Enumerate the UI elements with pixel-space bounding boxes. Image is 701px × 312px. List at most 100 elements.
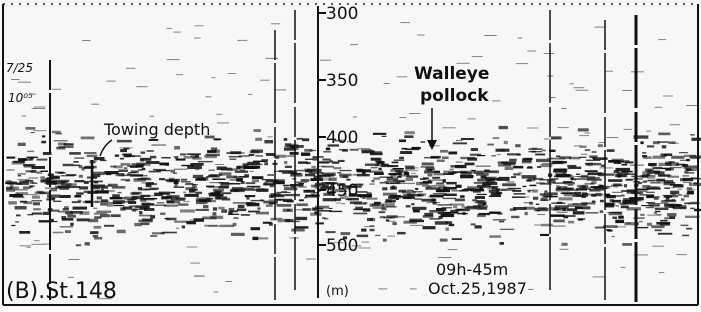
noise-mark xyxy=(190,263,199,264)
echo-mark xyxy=(301,153,310,156)
noise-mark xyxy=(217,122,229,123)
echo-mark xyxy=(386,206,397,207)
echo-mark xyxy=(429,218,440,220)
echo-mark xyxy=(449,224,455,226)
echo-mark xyxy=(386,183,400,184)
echo-mark xyxy=(32,200,42,201)
echo-mark xyxy=(523,186,527,187)
echo-mark xyxy=(339,170,351,171)
echo-mark xyxy=(85,242,90,245)
noise-mark xyxy=(190,220,203,221)
echo-mark xyxy=(582,206,590,209)
echo-mark xyxy=(665,205,676,208)
echo-mark xyxy=(32,196,40,199)
echo-mark xyxy=(33,202,40,205)
echo-mark xyxy=(574,192,581,195)
echo-mark xyxy=(455,185,461,188)
noise-mark xyxy=(676,254,686,255)
echo-mark xyxy=(28,177,38,178)
echo-mark xyxy=(411,203,414,205)
echo-mark xyxy=(537,214,545,215)
echo-mark xyxy=(18,143,26,146)
echo-mark xyxy=(511,216,519,218)
echo-mark xyxy=(221,209,227,213)
echo-mark xyxy=(529,151,543,152)
echo-mark xyxy=(479,208,484,209)
echo-mark xyxy=(388,196,396,199)
echo-mark xyxy=(666,197,670,199)
echo-mark xyxy=(648,163,657,166)
echo-mark xyxy=(234,176,246,178)
echo-mark xyxy=(496,149,510,152)
echo-mark xyxy=(446,221,453,224)
depth-tick-label: 400 xyxy=(326,128,358,148)
echo-mark xyxy=(195,192,202,194)
echo-mark xyxy=(249,154,255,156)
echo-mark xyxy=(176,159,186,161)
echo-mark xyxy=(252,187,260,188)
noise-mark xyxy=(320,60,331,61)
echo-mark xyxy=(484,170,489,173)
echo-mark xyxy=(341,232,351,235)
echo-mark xyxy=(7,169,15,170)
echo-mark xyxy=(433,173,444,175)
echo-mark xyxy=(246,182,256,184)
echo-mark xyxy=(360,196,372,198)
noise-mark xyxy=(362,242,369,243)
echo-mark xyxy=(438,190,444,192)
echo-mark xyxy=(382,187,387,190)
noise-mark xyxy=(528,289,534,290)
echo-mark xyxy=(544,191,547,193)
echo-mark xyxy=(212,179,225,181)
echo-mark xyxy=(249,171,254,172)
echo-mark xyxy=(170,170,175,173)
echo-mark xyxy=(504,141,508,144)
echo-mark xyxy=(664,154,672,156)
echo-mark xyxy=(291,229,304,232)
echo-mark xyxy=(443,187,457,190)
echo-mark xyxy=(237,208,246,211)
echo-mark xyxy=(8,201,16,204)
species-label: Walleye xyxy=(414,64,489,84)
echo-mark xyxy=(63,164,74,166)
echo-mark xyxy=(437,204,452,205)
echo-mark xyxy=(440,150,448,153)
echo-mark xyxy=(204,225,217,227)
echo-mark xyxy=(74,157,84,159)
echo-mark xyxy=(285,143,291,146)
echo-mark xyxy=(449,169,454,170)
noise-mark xyxy=(438,257,451,258)
echo-mark xyxy=(152,144,166,146)
noise-mark xyxy=(194,276,204,277)
echo-mark xyxy=(93,208,97,209)
echo-mark xyxy=(74,165,80,167)
echo-mark xyxy=(255,138,262,141)
echo-mark xyxy=(59,186,69,189)
echo-mark xyxy=(624,184,627,187)
echo-mark xyxy=(276,192,291,193)
echo-mark xyxy=(598,144,603,147)
echo-mark xyxy=(656,179,665,182)
echo-mark xyxy=(680,178,686,181)
echo-mark xyxy=(29,185,35,186)
echo-mark xyxy=(578,219,583,221)
noise-mark xyxy=(410,288,417,289)
noise-mark xyxy=(313,168,317,169)
echo-mark xyxy=(507,181,515,182)
echo-mark xyxy=(195,169,200,170)
echo-mark xyxy=(228,212,233,216)
echo-mark xyxy=(649,205,659,207)
echo-mark xyxy=(691,189,695,190)
echo-mark xyxy=(392,216,405,217)
echo-mark xyxy=(64,206,69,209)
echo-mark xyxy=(407,193,411,194)
noise-mark xyxy=(670,124,681,125)
noise-mark xyxy=(195,25,204,26)
echo-mark xyxy=(309,172,324,174)
echo-mark xyxy=(104,225,114,227)
echo-mark xyxy=(453,206,457,209)
echo-mark xyxy=(41,141,46,144)
echo-mark xyxy=(176,228,179,229)
echo-mark xyxy=(430,157,439,159)
noise-mark xyxy=(176,74,183,75)
